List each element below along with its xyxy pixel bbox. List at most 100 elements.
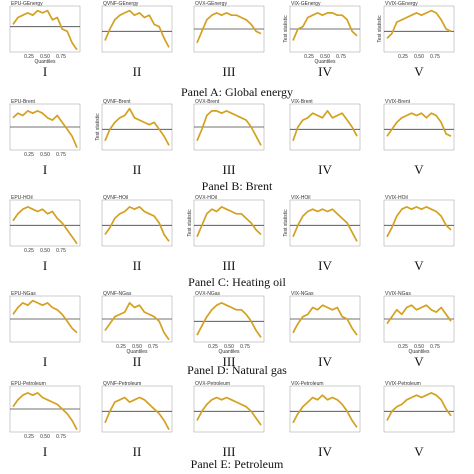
column-numeral: IV xyxy=(318,258,332,273)
plot-frame xyxy=(193,199,265,247)
column-numeral: II xyxy=(133,354,142,369)
test-statistic-line xyxy=(196,396,262,426)
subplot-title: VIX-Brent xyxy=(291,99,313,105)
subplot: EPU-NGas I xyxy=(9,291,81,369)
subplot: OVX-GEnergy III xyxy=(193,1,265,79)
column-numeral: V xyxy=(414,64,424,79)
column-numeral: IV xyxy=(318,444,332,459)
subplot-title: VIX-Petroleum xyxy=(291,381,324,387)
x-tick-label: 0.75 xyxy=(56,152,66,158)
subplot-title: VVIX-GEnergy xyxy=(385,1,418,7)
panel-3: EPU-HOil 0.25 0.50 0.75 I QVNF-HOil II OVX-HOil… xyxy=(9,195,455,289)
x-axis-label: Quantiles xyxy=(34,59,56,65)
plot-frame xyxy=(383,385,455,433)
subplot-title: EPU-GEnergy xyxy=(11,1,43,7)
subplot-title: OVX-Brent xyxy=(195,99,220,105)
test-statistic-line xyxy=(386,392,452,421)
test-statistic-line xyxy=(12,299,78,334)
test-statistic-line xyxy=(196,206,262,238)
test-statistic-line xyxy=(292,110,358,142)
subplot-title: VIX-HOil xyxy=(291,195,310,201)
subplot-title: VVIX-NGas xyxy=(385,291,411,297)
subplot-title: QVNF-HOil xyxy=(103,195,128,201)
x-tick-label: 0.75 xyxy=(430,54,440,60)
x-tick-label: 0.75 xyxy=(56,248,66,254)
subplot-title: EPU-Brent xyxy=(11,99,36,105)
y-axis-label: Test statistic xyxy=(283,15,289,43)
x-tick-label: 0.50 xyxy=(40,248,50,254)
test-statistic-line xyxy=(196,110,262,146)
column-numeral: V xyxy=(414,444,424,459)
x-tick-label: 0.25 xyxy=(304,54,314,60)
x-tick-label: 0.75 xyxy=(56,54,66,60)
subplot: VVIX-HOil V xyxy=(383,195,455,273)
x-tick-label: 0.75 xyxy=(430,344,440,350)
y-axis-label: Test statistic xyxy=(95,113,101,141)
x-tick-label: 0.25 xyxy=(24,54,34,60)
x-tick-label: 0.75 xyxy=(148,344,158,350)
subplot-title: OVX-GEnergy xyxy=(195,1,227,7)
x-axis-label: Quantiles xyxy=(314,59,336,65)
subplot-title: QVNF-Brent xyxy=(103,99,131,105)
subplot-title: VVIX-Petroleum xyxy=(385,381,421,387)
x-axis-label: Quantiles xyxy=(408,349,430,355)
test-statistic-line xyxy=(292,12,358,41)
test-statistic-line xyxy=(292,304,358,336)
x-tick-label: 0.50 xyxy=(40,434,50,440)
panel-caption: Panel E: Petroleum xyxy=(191,457,284,471)
subplot-title: OVX-HOil xyxy=(195,195,217,201)
x-tick-label: 0.50 xyxy=(224,344,234,350)
subplot-title: QVNF-GEnergy xyxy=(103,1,139,7)
column-numeral: III xyxy=(223,444,236,459)
x-tick-label: 0.50 xyxy=(414,344,424,350)
x-axis-label: Quantiles xyxy=(218,349,240,355)
plot-frame xyxy=(289,199,361,247)
column-numeral: II xyxy=(133,258,142,273)
subplot: QVNF-Brent Test statistic II xyxy=(95,99,173,177)
test-statistic-line xyxy=(12,9,78,51)
column-numeral: II xyxy=(133,162,142,177)
subplot: VVIX-Petroleum V xyxy=(383,381,455,459)
x-axis-label: Quantiles xyxy=(126,349,148,355)
subplot-title: QVNF-Petroleum xyxy=(103,381,141,387)
x-tick-label: 0.50 xyxy=(40,54,50,60)
plot-frame xyxy=(9,5,81,53)
panel-caption: Panel A: Global energy xyxy=(181,85,293,99)
column-numeral: III xyxy=(223,354,236,369)
subplot-title: OVX-NGas xyxy=(195,291,221,297)
x-tick-label: 0.50 xyxy=(414,54,424,60)
y-axis-label: Test statistic xyxy=(377,15,383,43)
subplot: VIX-HOil Test statistic IV xyxy=(283,195,361,273)
panel-caption: Panel C: Heating oil xyxy=(188,275,286,289)
column-numeral: I xyxy=(43,354,47,369)
x-tick-label: 0.25 xyxy=(208,344,218,350)
test-statistic-line xyxy=(12,392,78,431)
test-statistic-line xyxy=(104,302,170,341)
x-tick-label: 0.25 xyxy=(24,434,34,440)
test-statistic-line xyxy=(386,9,452,39)
column-numeral: V xyxy=(414,354,424,369)
subplot: VIX-NGas IV xyxy=(289,291,361,369)
plot-frame xyxy=(101,5,173,53)
test-statistic-line xyxy=(292,394,358,428)
subplot: EPU-HOil 0.25 0.50 0.75 I xyxy=(9,195,81,273)
panel-5: EPU-Petroleum 0.25 0.50 0.75 I QVNF-Petroleum… xyxy=(9,381,455,471)
column-numeral: I xyxy=(43,162,47,177)
column-numeral: IV xyxy=(318,354,332,369)
subplot: OVX-Brent III xyxy=(193,99,265,177)
y-axis-label: Test statistic xyxy=(283,209,289,237)
x-tick-label: 0.25 xyxy=(24,248,34,254)
test-statistic-line xyxy=(386,304,452,325)
column-numeral: V xyxy=(414,258,424,273)
plot-frame xyxy=(9,199,81,247)
subplot: EPU-Brent 0.25 0.50 0.75 I xyxy=(9,99,81,177)
x-tick-label: 0.75 xyxy=(240,344,250,350)
subplot-title: QVNF-NGas xyxy=(103,291,132,297)
subplot-title: VVIX-Brent xyxy=(385,99,411,105)
x-tick-label: 0.75 xyxy=(56,434,66,440)
